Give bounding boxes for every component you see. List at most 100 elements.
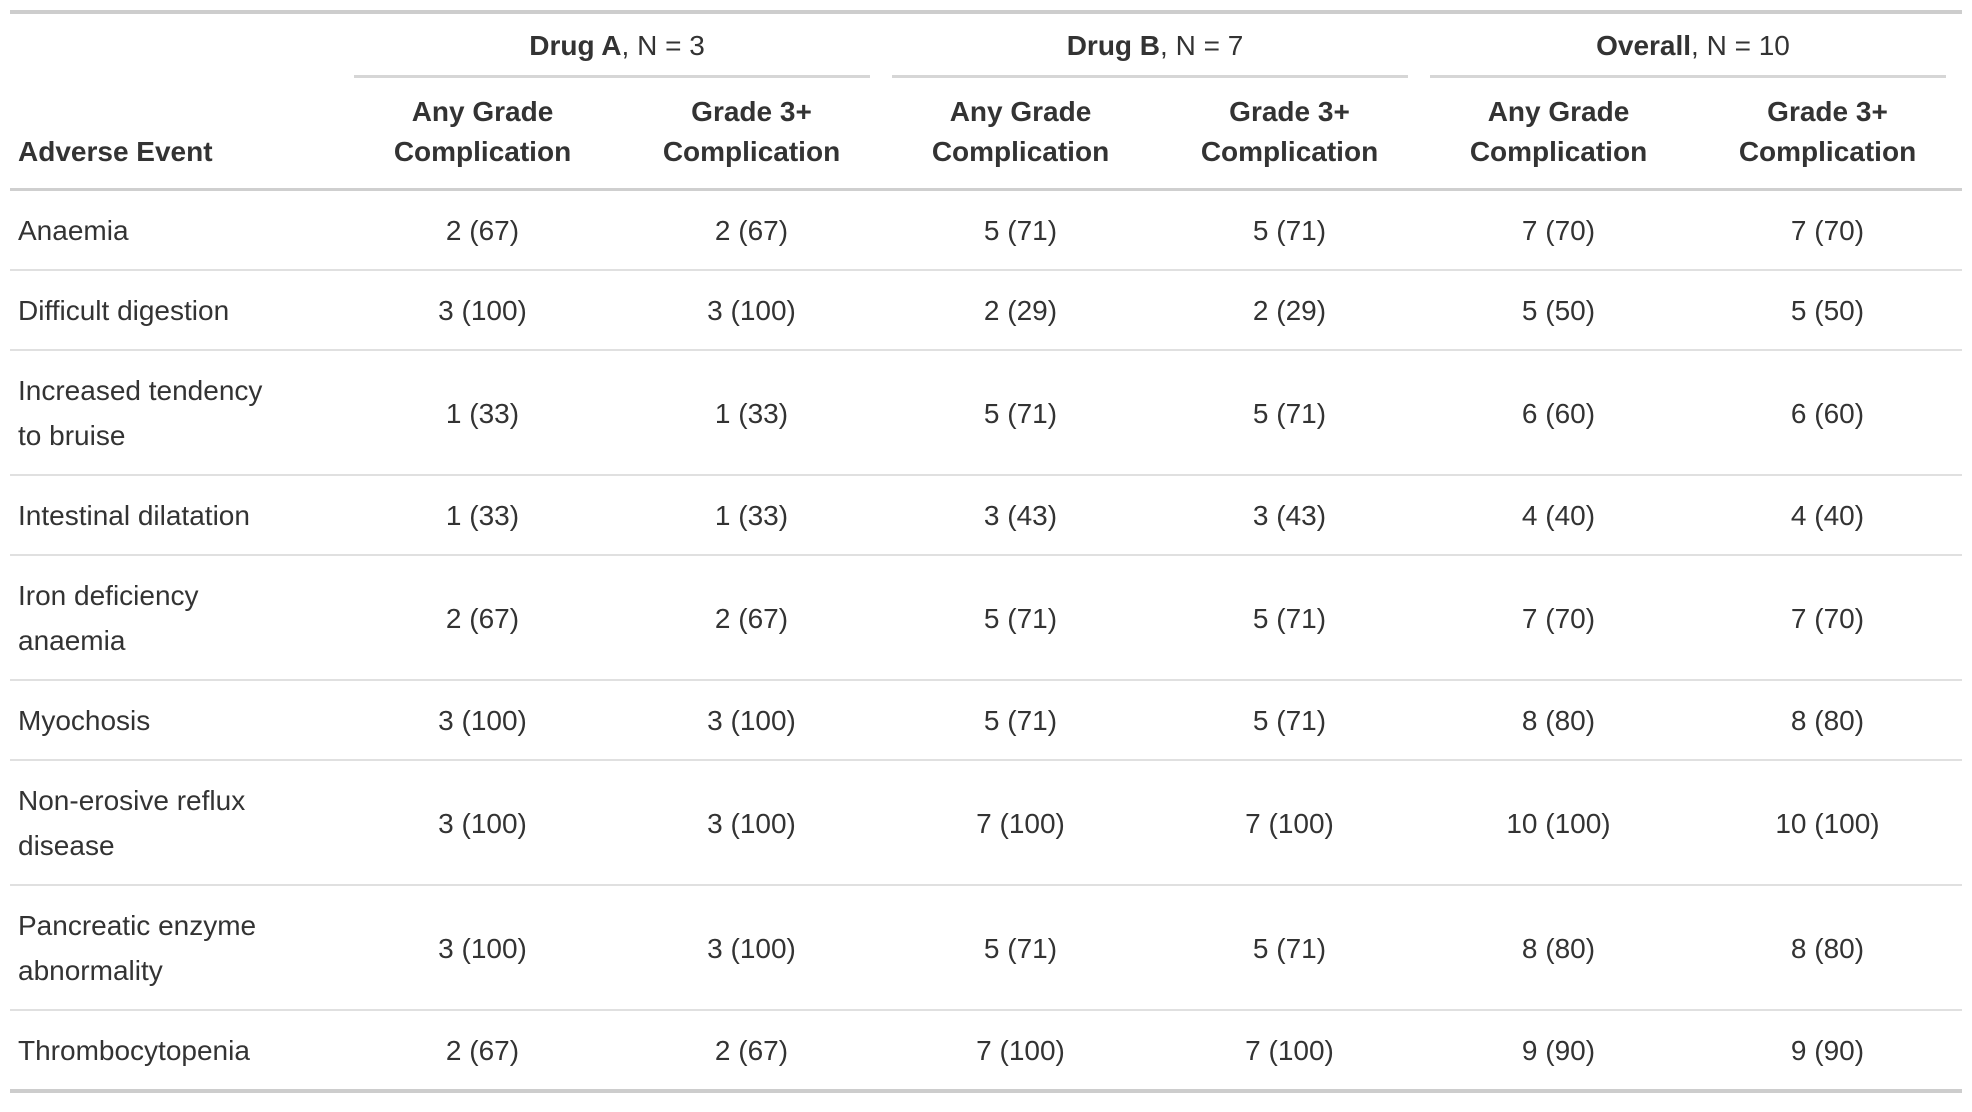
- table-cell: 5 (50): [1693, 270, 1962, 351]
- table-header: Drug A, N = 3 Drug B, N = 7 Overall, N =…: [10, 12, 1962, 191]
- row-label: Myochosis: [10, 680, 348, 761]
- row-label-text: Difficult digestion: [18, 295, 230, 326]
- row-label-text: Anaemia: [18, 215, 129, 246]
- column-header-drug-a-any-grade: Any Grade Complication: [348, 78, 617, 191]
- table-body: Anaemia 2 (67) 2 (67) 5 (71) 5 (71) 7 (7…: [10, 189, 1962, 1092]
- table-cell: 2 (67): [617, 555, 886, 681]
- spanner-drug-a: Drug A, N = 3: [348, 12, 886, 78]
- spanner-drug-b-underline: [892, 75, 1408, 78]
- spanner-drug-b-n: , N = 7: [1160, 30, 1244, 61]
- spanner-drug-a-n: , N = 3: [621, 30, 705, 61]
- adverse-events-table: Drug A, N = 3 Drug B, N = 7 Overall, N =…: [10, 10, 1962, 1093]
- row-label: Iron deficiency anaemia: [10, 555, 348, 681]
- table-cell: 1 (33): [348, 475, 617, 556]
- column-header-overall-grade-3plus: Grade 3+ Complication: [1693, 78, 1962, 191]
- table-cell: 5 (71): [886, 885, 1155, 1011]
- table-cell: 7 (70): [1424, 189, 1693, 271]
- table-cell: 7 (100): [976, 1035, 1065, 1066]
- row-label: Increased tendency to bruise: [10, 350, 348, 476]
- spanner-overall-underline: [1430, 75, 1946, 78]
- row-label-text: Pancreatic enzyme abnormality: [18, 910, 257, 986]
- row-label: Thrombocytopenia: [10, 1010, 348, 1091]
- table-row-difficult-digestion: Difficult digestion 3 (100) 3 (100) 2 (2…: [10, 270, 1962, 351]
- table-cell: 9 (90): [1521, 1035, 1596, 1066]
- table-cell: 2 (67): [348, 555, 617, 681]
- table-row-intestinal-dilatation: Intestinal dilatation 1 (33) 1 (33) 3 (4…: [10, 475, 1962, 556]
- column-header-drug-b-any-grade: Any Grade Complication: [886, 78, 1155, 191]
- table-cell: 10 (100): [1424, 760, 1693, 886]
- table-cell: 5 (71): [1155, 189, 1424, 271]
- table-cell: 5 (71): [886, 680, 1155, 761]
- table-cell: 3 (100): [617, 885, 886, 1011]
- table-cell: 2 (67): [617, 189, 886, 271]
- table-cell: 10 (100): [1693, 760, 1962, 886]
- table-cell: 7 (70): [1424, 555, 1693, 681]
- table-cell: 5 (71): [1155, 885, 1424, 1011]
- spanner-row: Drug A, N = 3 Drug B, N = 7 Overall, N =…: [10, 12, 1962, 78]
- table-cell: 4 (40): [1424, 475, 1693, 556]
- spanner-overall-label: Overall: [1596, 30, 1692, 61]
- table-cell: 5 (71): [886, 189, 1155, 271]
- column-header-drug-b-grade-3plus: Grade 3+ Complication: [1155, 78, 1424, 191]
- row-label-text: Myochosis: [18, 705, 151, 736]
- table-cell: 3 (100): [617, 680, 886, 761]
- spanner-drug-b: Drug B, N = 7: [886, 12, 1424, 78]
- table-cell: 2 (67): [348, 189, 617, 271]
- column-header-overall-any-grade: Any Grade Complication: [1424, 78, 1693, 191]
- table-cell: 8 (80): [1693, 885, 1962, 1011]
- row-label-text: Iron deficiency anaemia: [18, 580, 199, 656]
- row-label: Difficult digestion: [10, 270, 348, 351]
- table-cell: 3 (100): [348, 680, 617, 761]
- row-label: Pancreatic enzyme abnormality: [10, 885, 348, 1011]
- row-label-text: Non-erosive reflux disease: [18, 785, 246, 861]
- table-row-iron-deficiency-anaemia: Iron deficiency anaemia 2 (67) 2 (67) 5 …: [10, 555, 1962, 681]
- table-cell: 1 (33): [617, 475, 886, 556]
- table-row-increased-tendency-to-bruise: Increased tendency to bruise 1 (33) 1 (3…: [10, 350, 1962, 476]
- table-cell: 5 (71): [1155, 555, 1424, 681]
- table-cell: 5 (71): [1155, 350, 1424, 476]
- table-cell: 7 (100): [886, 760, 1155, 886]
- table-cell: 5 (50): [1424, 270, 1693, 351]
- table-row-myochosis: Myochosis 3 (100) 3 (100) 5 (71) 5 (71) …: [10, 680, 1962, 761]
- table-cell: 3 (43): [886, 475, 1155, 556]
- table-cell: 8 (80): [1424, 680, 1693, 761]
- row-label: Intestinal dilatation: [10, 475, 348, 556]
- table-cell: 1 (33): [348, 350, 617, 476]
- table-cell: 3 (100): [348, 760, 617, 886]
- table-cell: 7 (70): [1693, 555, 1962, 681]
- spanner-overall: Overall, N = 10: [1424, 12, 1962, 78]
- spanner-drug-a-underline: [354, 75, 870, 78]
- table-cell: 7 (100): [1245, 1035, 1334, 1066]
- table-row-pancreatic-enzyme-abnormality: Pancreatic enzyme abnormality 3 (100) 3 …: [10, 885, 1962, 1011]
- row-label: Anaemia: [10, 189, 348, 271]
- table-cell: 6 (60): [1693, 350, 1962, 476]
- table-cell: 5 (71): [886, 555, 1155, 681]
- table-cell: 7 (100): [1155, 760, 1424, 886]
- row-label-text: Thrombocytopenia: [18, 1035, 250, 1066]
- spanner-drug-a-label: Drug A: [529, 30, 622, 61]
- table-cell: 2 (29): [886, 270, 1155, 351]
- row-label-text: Intestinal dilatation: [18, 500, 250, 531]
- table-cell: 3 (100): [617, 270, 886, 351]
- table-cell: 1 (33): [617, 350, 886, 476]
- column-header-row: Adverse Event Any Grade Complication Gra…: [10, 78, 1962, 191]
- table-cell: 2 (29): [1155, 270, 1424, 351]
- column-header-adverse-event: Adverse Event: [10, 78, 348, 191]
- table-cell: 5 (71): [1155, 680, 1424, 761]
- table-cell: 6 (60): [1424, 350, 1693, 476]
- table-cell: 7 (70): [1693, 189, 1962, 271]
- table-cell: 3 (100): [348, 885, 617, 1011]
- row-label: Non-erosive reflux disease: [10, 760, 348, 886]
- table-cell: 3 (43): [1155, 475, 1424, 556]
- spanner-empty-stub: [10, 12, 348, 78]
- spanner-overall-n: , N = 10: [1691, 30, 1790, 61]
- table-cell: 4 (40): [1693, 475, 1962, 556]
- table-cell: 9 (90): [1790, 1035, 1865, 1066]
- table-cell: 2 (67): [714, 1035, 789, 1066]
- table-row-thrombocytopenia: Thrombocytopenia 2 (67) 2 (67) 7 (100) 7…: [10, 1010, 1962, 1091]
- table-cell: 3 (100): [617, 760, 886, 886]
- table-cell: 8 (80): [1693, 680, 1962, 761]
- table-cell: 2 (67): [445, 1035, 520, 1066]
- table-cell: 8 (80): [1424, 885, 1693, 1011]
- column-header-drug-a-grade-3plus: Grade 3+ Complication: [617, 78, 886, 191]
